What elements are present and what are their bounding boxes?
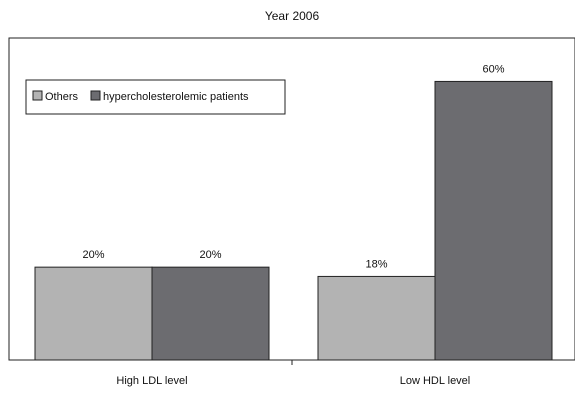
value-label-hypercholesterolemic-patients-high-ldl-level: 20% <box>199 249 221 261</box>
labels-layer: 20% 20% High LDL level 18% 60% Low HDL level <box>82 63 504 387</box>
value-label-hypercholesterolemic-patients-low-hdl-level: 60% <box>482 63 504 75</box>
legend: Others hypercholesterolemic patients <box>25 79 286 115</box>
legend-label-others: Others <box>45 91 79 103</box>
legend-swatch-others <box>32 90 43 101</box>
value-label-others-low-hdl-level: 18% <box>365 258 387 270</box>
legend-box <box>25 79 286 115</box>
bar-hypercholesterolemic-patients-high-ldl-level <box>151 266 270 361</box>
bar-others-high-ldl-level <box>34 266 153 361</box>
bar-hypercholesterolemic-patients-low-hdl-level <box>434 80 553 361</box>
chart-title: Year 2006 <box>265 9 320 23</box>
bars-layer <box>34 80 553 361</box>
value-label-others-high-ldl-level: 20% <box>82 249 104 261</box>
category-label-high-ldl-level: High LDL level <box>116 375 187 387</box>
bar-others-low-hdl-level <box>317 275 436 361</box>
legend-label-hypercholesterolemic-patients: hypercholesterolemic patients <box>103 91 249 103</box>
legend-swatch-hypercholesterolemic-patients <box>90 90 101 101</box>
category-label-low-hdl-level: Low HDL level <box>400 375 471 387</box>
